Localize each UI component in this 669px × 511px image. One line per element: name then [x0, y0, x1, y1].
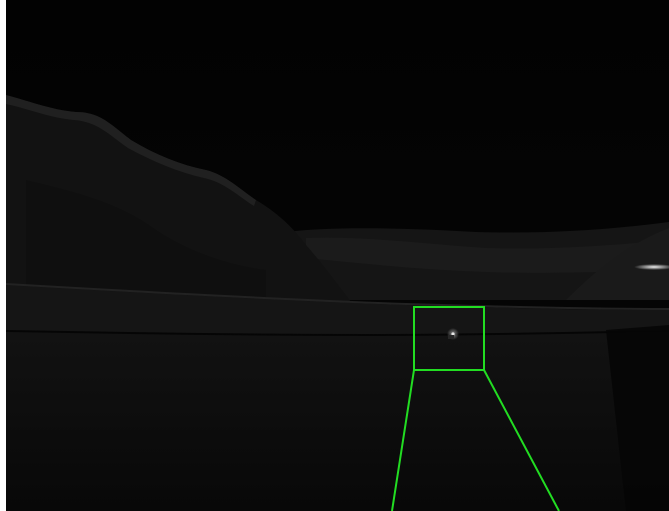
road-right-shadow — [606, 325, 669, 511]
valley-texture — [306, 237, 669, 273]
far-light — [634, 264, 669, 270]
road-surface — [6, 332, 669, 511]
barrier-edge — [6, 283, 669, 310]
target-object — [448, 335, 454, 339]
hill-ridge-highlight — [6, 95, 256, 206]
roadside-barrier — [6, 285, 669, 334]
scene-drawing — [6, 0, 669, 511]
hill-vegetation — [26, 180, 266, 300]
night-road-scene — [6, 0, 669, 511]
right-slope — [566, 228, 669, 300]
